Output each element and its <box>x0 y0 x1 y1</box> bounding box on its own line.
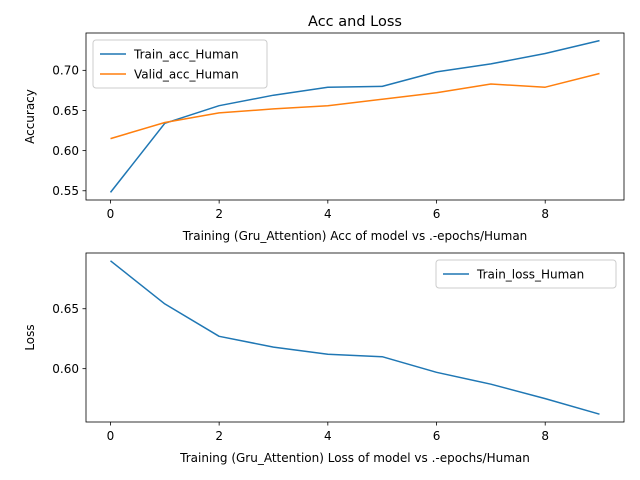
chart-1: 0 2 4 6 8 0.60 0.65 Training (Gru_Attention) Lo… <box>23 252 625 465</box>
x-tick-label: 2 <box>215 429 223 443</box>
y-tick-label: 0.55 <box>52 184 79 198</box>
x-tick-label: 0 <box>107 207 115 221</box>
axes-frame <box>85 32 625 201</box>
chart-0: 0 2 4 6 8 0.55 0.60 0.65 0.70 Training (Gru_Atten… <box>23 32 625 243</box>
x-tick-label: 6 <box>433 207 441 221</box>
x-tick-label: 4 <box>324 207 332 221</box>
legend: Train_loss_Human <box>435 259 617 289</box>
chart-title: Acc and Loss <box>308 14 402 30</box>
y-tick-label: 0.65 <box>52 104 79 118</box>
x-tick-label: 8 <box>541 207 549 221</box>
y-tick-label: 0.60 <box>52 362 79 376</box>
x-tick-label: 6 <box>433 429 441 443</box>
legend-label: Train_loss_Human <box>476 267 584 281</box>
series-line-Train_loss_Human <box>110 260 600 415</box>
x-tick-label: 2 <box>215 207 223 221</box>
y-tick-label: 0.60 <box>52 144 79 158</box>
x-axis-label: Training (Gru_Attention) Acc of model vs… <box>182 229 528 243</box>
legend-box <box>92 39 268 89</box>
axes-frame <box>85 252 625 423</box>
legend: Train_acc_Human Valid_acc_Human <box>92 39 268 89</box>
x-tick-label: 4 <box>324 429 332 443</box>
y-tick-label: 0.65 <box>52 302 79 316</box>
y-axis-label: Accuracy <box>23 89 37 144</box>
series-line-Valid_acc_Human <box>110 72 600 140</box>
series-line-Train_acc_Human <box>109 39 600 193</box>
y-axis-label: Loss <box>23 324 37 350</box>
x-tick-label: 0 <box>107 429 115 443</box>
legend-label: Train_acc_Human <box>133 47 239 61</box>
y-tick-label: 0.70 <box>52 64 79 78</box>
legend-box <box>435 259 617 289</box>
legend-label: Valid_acc_Human <box>134 67 239 81</box>
plots-container: 0 2 4 6 8 0.55 0.60 0.65 0.70 Training (Gru_Atten… <box>23 32 625 465</box>
x-axis-label: Training (Gru_Attention) Loss of model v… <box>179 451 530 465</box>
x-tick-label: 8 <box>541 429 549 443</box>
